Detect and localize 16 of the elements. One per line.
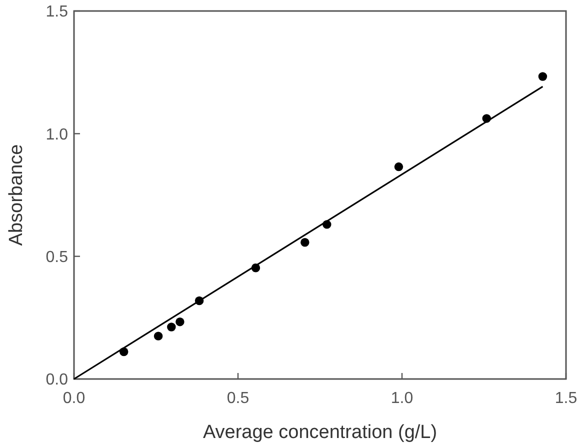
point: [300, 238, 310, 247]
x-tick-label: 1.5: [554, 390, 578, 407]
x-axis-title: Average concentration (g/L): [202, 422, 438, 443]
point: [394, 162, 404, 172]
point: [167, 322, 176, 332]
x-tick-label: 0.5: [226, 390, 250, 407]
y-axis-title: Absorbance: [6, 144, 27, 246]
x-tick-label: 0.0: [62, 390, 86, 407]
y-tick-label: 1.0: [46, 126, 68, 144]
y-tick-label: 0.5: [46, 248, 68, 266]
y-tick-label: 0.0: [46, 372, 68, 389]
y-tick-label: 1.5: [46, 4, 68, 21]
point: [154, 332, 163, 340]
point: [538, 72, 548, 81]
point: [176, 317, 184, 326]
x-tick-label: 1.0: [390, 390, 414, 407]
